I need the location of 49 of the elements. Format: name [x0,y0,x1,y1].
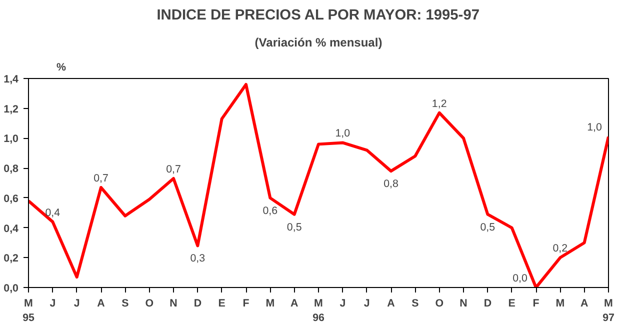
x-tick-label: N [460,298,468,310]
x-tick-label: E [218,298,226,310]
data-label: 0,0 [512,272,528,284]
data-label: 0,7 [94,172,108,184]
x-tick-label: M 95 [22,298,34,324]
data-label: 1,2 [432,98,447,110]
chart-title: INDICE DE PRECIOS AL POR MAYOR: 1995-97 [156,8,480,24]
x-tick-label: A [290,298,298,310]
x-tick-label: J [50,298,56,310]
data-label: 1,0 [587,122,602,134]
data-label: 0,6 [262,204,278,217]
data-label: 0,5 [480,221,496,234]
x-tick-label: A [580,298,588,310]
x-tick-label: E [508,298,516,310]
y-axis-title: % [56,62,66,74]
x-tick-label: A [387,298,396,310]
y-tick-label: 0,4 [4,222,19,235]
y-tick-label: 0,0 [4,282,19,294]
y-tick-label: 0,2 [4,252,19,265]
data-label: 0,4 [45,206,60,219]
data-label: 0,7 [166,164,181,176]
x-tick-label: O [145,298,154,310]
data-label: 0,2 [552,242,568,255]
x-tick-label: D [484,298,492,310]
data-label: 0,5 [286,221,302,234]
x-tick-label: F [242,298,250,310]
x-tick-label: J [340,298,346,310]
y-tick-label: 1,4 [4,74,19,86]
x-tick-label: O [435,298,444,310]
data-label: 1,0 [335,128,350,140]
x-tick-label: N [170,298,178,310]
y-tick-label: 0,6 [4,192,19,205]
y-tick-label: 1,2 [4,103,19,116]
x-tick-label: D [194,298,202,310]
x-tick-label: M 96 [312,298,324,324]
data-label: 0,8 [384,178,398,190]
x-tick-label: M 97 [602,298,614,324]
x-tick-label: M [556,298,565,310]
chart-subtitle: (Variación % mensual) [254,36,382,50]
x-tick-label: J [364,298,370,310]
x-tick-label: J [74,298,80,310]
y-tick-label: 0,8 [4,163,19,176]
x-tick-label: A [97,298,106,310]
x-tick-label: F [532,298,540,310]
x-tick-label: S [412,298,419,310]
data-label: 0,3 [190,252,206,265]
y-tick-label: 1,0 [4,133,19,146]
x-tick-label: S [122,298,129,310]
x-tick-label: M [266,298,275,310]
